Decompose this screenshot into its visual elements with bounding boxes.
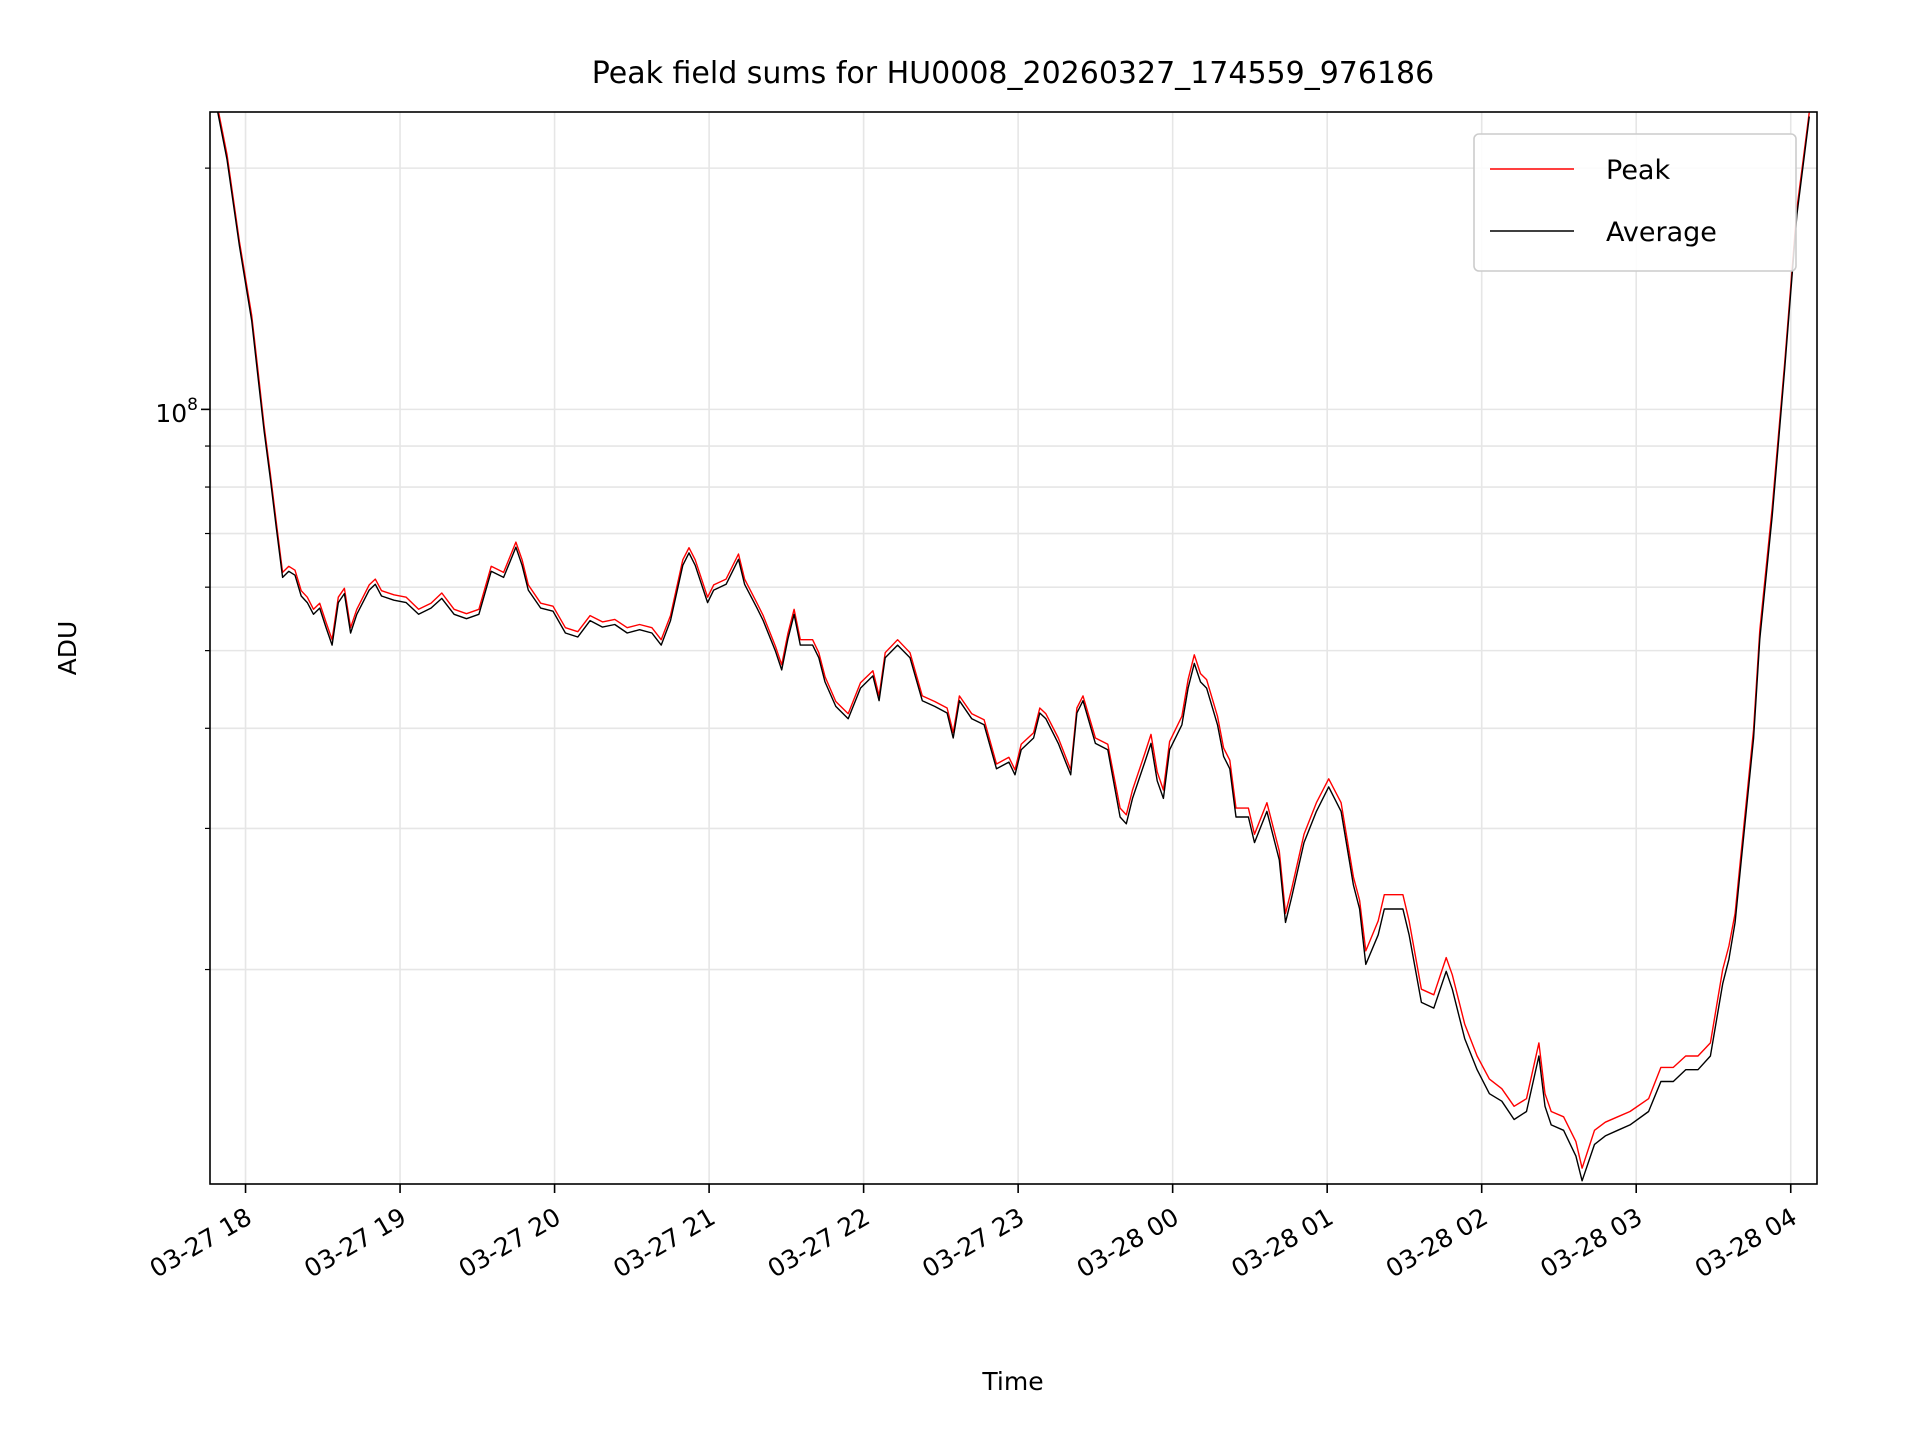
y-axis-label: ADU (53, 621, 82, 676)
legend-label-average: Average (1606, 217, 1717, 248)
legend-box (1473, 133, 1797, 272)
y-major-tick-label: 108 (155, 395, 198, 428)
legend-label-peak: Peak (1606, 155, 1670, 186)
legend: Peak Average (1473, 133, 1797, 272)
grid (210, 112, 1817, 1184)
axes-frame (209, 111, 1818, 1185)
series-line-peak (217, 112, 1810, 1169)
series-line-average (217, 112, 1810, 1182)
x-axis-label: Time (981, 1367, 1043, 1396)
chart-title: Peak field sums for HU0008_20260327_1745… (592, 56, 1434, 91)
